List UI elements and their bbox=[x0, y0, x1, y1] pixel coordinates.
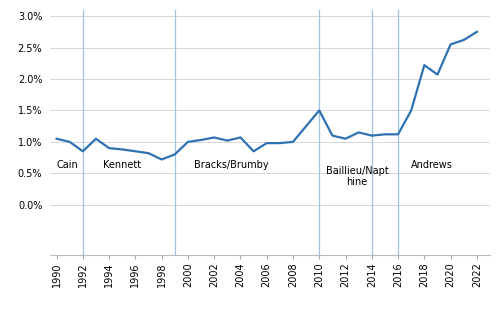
Text: Andrews: Andrews bbox=[411, 160, 453, 170]
Text: Cain: Cain bbox=[56, 160, 78, 170]
Text: Bracks/Brumby: Bracks/Brumby bbox=[194, 160, 269, 170]
Text: Baillieu/Napt
hine: Baillieu/Napt hine bbox=[326, 165, 388, 187]
Text: Kennett: Kennett bbox=[102, 160, 141, 170]
